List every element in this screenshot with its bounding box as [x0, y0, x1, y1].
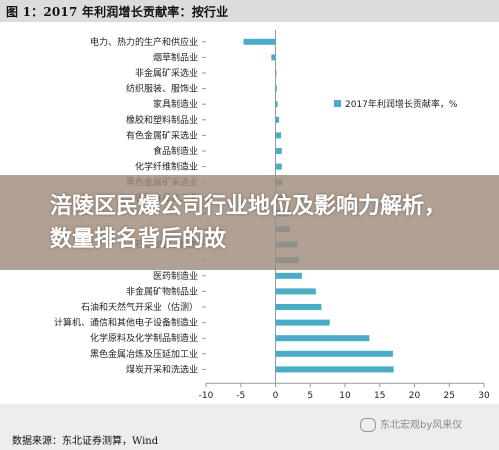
category-label: 化学原料及化学制品制造业	[90, 332, 198, 344]
category-label: 橡胶和塑料制品业	[126, 114, 198, 126]
bar	[275, 116, 279, 123]
category-label: 烟草制品业	[153, 51, 198, 63]
category-label: 煤炭开采和洗选业	[126, 363, 198, 375]
bar	[275, 304, 322, 310]
bar	[275, 366, 394, 373]
bar	[275, 101, 278, 108]
category-label: 非金属矿物制品业	[126, 285, 198, 297]
x-tick-label: -10	[199, 391, 214, 401]
bar	[243, 38, 276, 45]
title-bar	[0, 0, 499, 22]
x-tick-label: 20	[409, 391, 421, 401]
headline-overlay	[0, 175, 499, 270]
x-tick-label: -5	[236, 391, 245, 401]
category-label: 计算机、通信和其他电子设备制造业	[54, 317, 198, 329]
category-label: 纺织服装、服饰业	[126, 83, 198, 95]
source-bar	[0, 404, 499, 450]
bar	[271, 54, 276, 61]
bar	[275, 335, 370, 342]
bar	[275, 288, 316, 295]
category-label: 化学纤维制造业	[135, 161, 198, 173]
category-label: 非金属矿采选业	[135, 67, 198, 79]
bar	[275, 272, 302, 279]
bar	[275, 350, 393, 357]
category-label: 石油和天然气开采业（估测）	[81, 301, 198, 313]
x-tick-label: 25	[444, 391, 455, 401]
bar	[275, 132, 282, 139]
watermark-text: 东北宏观by风来仪	[380, 420, 463, 431]
x-tick-label: 5	[307, 391, 313, 401]
x-tick-label: 10	[339, 391, 351, 401]
bar	[275, 85, 277, 92]
bar	[275, 70, 277, 76]
figure-title: 图 1：2017 年利润增长贡献率：按行业	[6, 5, 229, 19]
legend-swatch	[334, 100, 341, 107]
legend-label: 2017年利润增长贡献率，%	[345, 98, 458, 110]
bar	[275, 319, 330, 326]
category-label: 有色金属矿采选业	[126, 129, 198, 141]
source-note: 数据来源：东北证券测算，Wind	[12, 436, 159, 447]
x-tick-label: 0	[273, 391, 279, 401]
overlay-headline: 涪陵区民爆公司行业地位及影响力解析，数量排名背后的故	[50, 194, 447, 252]
category-label: 电力、热力的生产和供应业	[90, 36, 198, 48]
bar	[275, 163, 282, 170]
watermark: 东北宏观by风来仪	[360, 416, 462, 432]
category-label: 家具制造业	[153, 98, 198, 110]
x-tick-label: 15	[374, 391, 385, 401]
wechat-icon	[360, 418, 376, 432]
x-tick-label: 30	[478, 391, 490, 401]
category-label: 医药制造业	[153, 270, 198, 282]
bar	[275, 148, 282, 154]
category-label: 食品制造业	[153, 145, 198, 157]
category-label: 黑色金属冶炼及压延加工业	[90, 348, 198, 360]
